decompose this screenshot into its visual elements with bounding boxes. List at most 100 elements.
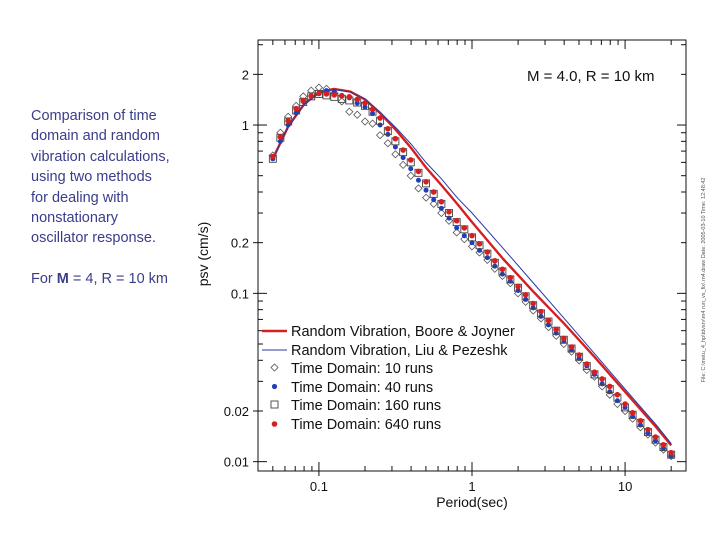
marker-40-runs [415, 177, 421, 183]
marker-640-runs [407, 157, 414, 163]
marker-640-runs [308, 93, 314, 99]
y-tick-label: 2 [242, 67, 249, 82]
marker-640-runs [530, 300, 536, 307]
marker-10-runs [414, 184, 423, 193]
marker-640-runs [323, 91, 330, 97]
marker-10-runs [406, 171, 415, 180]
marker-40-runs [607, 389, 613, 395]
marker-640-runs [331, 92, 338, 98]
legend: Random Vibration, Boore & Joyner Random … [262, 324, 515, 433]
marker-640-runs [476, 240, 483, 247]
series-markers [268, 83, 676, 461]
marker-10-runs [360, 117, 370, 126]
legend-label-liu-pezeshk: Random Vibration, Liu & Pezeshk [291, 343, 508, 359]
y-ticks: 0.01 0.02 0.1 0.2 1 2 [224, 44, 686, 470]
marker-40-runs [469, 240, 475, 246]
marker-640-runs [507, 274, 514, 281]
marker-640-runs [461, 225, 468, 231]
legend-label-boore-joyner: Random Vibration, Boore & Joyner [291, 324, 515, 340]
marker-640-runs [385, 125, 391, 132]
x-tick-label: 1 [468, 479, 475, 494]
x-ticks: 0.1 1 10 [257, 40, 672, 494]
legend-marker-160-runs [270, 400, 279, 409]
marker-40-runs [461, 233, 467, 239]
marker-640-runs [484, 249, 491, 255]
marker-10-runs [375, 131, 385, 140]
marker-640-runs [629, 410, 636, 416]
marker-640-runs [637, 417, 644, 424]
marker-10-runs [353, 110, 362, 119]
marker-640-runs [614, 391, 621, 398]
marker-640-runs [591, 369, 598, 375]
marker-640-runs [316, 90, 322, 97]
marker-640-runs [423, 178, 429, 185]
marker-10-runs [391, 150, 400, 159]
legend-marker-10-runs [270, 363, 279, 372]
marker-640-runs [293, 105, 299, 112]
marker-160-runs [314, 89, 323, 98]
marker-640-runs [576, 352, 582, 358]
marker-640-runs [599, 376, 605, 382]
marker-640-runs [270, 153, 276, 160]
y-tick-label: 0.01 [224, 455, 249, 470]
marker-640-runs [492, 258, 498, 264]
marker-640-runs [377, 115, 383, 121]
x-tick-label: 10 [618, 479, 632, 494]
marker-10-runs [399, 160, 408, 169]
caption-text: Comparison of time domain and random vib… [31, 108, 170, 247]
marker-40-runs [438, 205, 444, 211]
marker-640-runs [430, 189, 437, 195]
marker-640-runs [415, 168, 422, 175]
y-tick-label: 0.2 [231, 236, 249, 251]
marker-640-runs [346, 94, 353, 100]
y-axis-label: psv (cm/s) [195, 222, 211, 287]
legend-marker-640-runs [271, 421, 278, 427]
marker-640-runs [499, 266, 506, 273]
marker-640-runs [362, 100, 368, 106]
marker-640-runs [438, 198, 445, 205]
marker-640-runs [553, 326, 560, 333]
marker-10-runs [314, 83, 323, 92]
marker-40-runs [377, 122, 383, 128]
marker-640-runs [622, 401, 628, 407]
y-tick-label: 1 [242, 118, 249, 133]
marker-640-runs [645, 426, 651, 433]
marker-160-runs [307, 92, 316, 101]
marker-10-runs [368, 119, 377, 128]
marker-640-runs [660, 441, 667, 448]
marker-640-runs [561, 335, 567, 342]
figure-caption: Comparison of time domain and random vib… [31, 106, 171, 289]
marker-10-runs [620, 406, 630, 416]
marker-10-runs [452, 228, 461, 237]
marker-640-runs [545, 317, 552, 324]
file-info-text: File: C:\metu_4_hp\tdvsrv\m4 run_vs_fix\… [701, 178, 707, 383]
legend-label-160-runs: Time Domain: 160 runs [291, 398, 441, 414]
marker-40-runs [362, 104, 368, 110]
marker-10-runs [284, 112, 293, 121]
y-tick-label: 0.02 [224, 404, 249, 419]
legend-label-10-runs: Time Domain: 10 runs [291, 361, 433, 377]
marker-640-runs [354, 96, 361, 103]
marker-640-runs [285, 117, 292, 124]
chart-title: M = 4.0, R = 10 km [527, 68, 655, 85]
marker-640-runs [568, 344, 575, 350]
marker-640-runs [400, 147, 406, 153]
marker-40-runs [400, 155, 406, 161]
marker-640-runs [338, 93, 345, 99]
marker-10-runs [421, 193, 431, 202]
marker-640-runs [538, 308, 544, 315]
marker-10-runs [337, 97, 346, 106]
marker-40-runs [408, 166, 414, 172]
marker-640-runs [606, 383, 613, 390]
x-axis-label: Period(sec) [436, 494, 508, 510]
marker-10-runs [345, 107, 354, 116]
marker-640-runs [446, 209, 452, 215]
marker-10-runs [437, 208, 446, 218]
marker-40-runs [392, 144, 398, 150]
marker-160-runs [284, 117, 293, 126]
x-tick-label: 0.1 [310, 479, 328, 494]
marker-640-runs [668, 449, 674, 456]
marker-10-runs [383, 139, 392, 148]
marker-640-runs [652, 434, 659, 440]
marker-40-runs [423, 187, 429, 193]
